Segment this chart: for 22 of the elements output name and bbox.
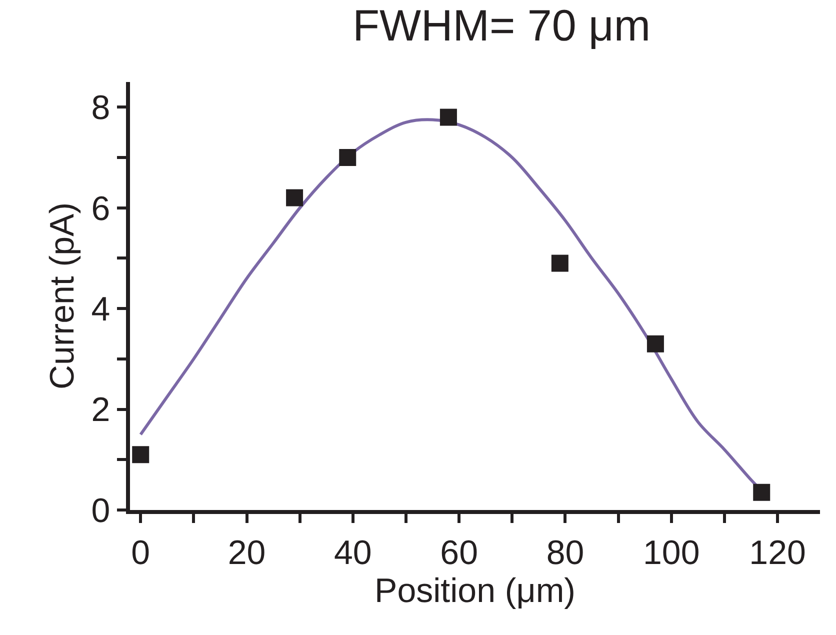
x-tick-label: 0 <box>131 534 150 572</box>
chart-title: FWHM= 70 μm <box>352 1 651 50</box>
point <box>551 254 568 272</box>
point <box>440 108 457 126</box>
x-tick-label: 100 <box>643 534 700 572</box>
x-tick-label: 20 <box>228 534 266 572</box>
x-tick-label: 40 <box>334 534 372 572</box>
x-tick-label: 120 <box>749 534 806 572</box>
y-tick-label: 4 <box>91 290 110 328</box>
y-tick-label: 6 <box>91 190 110 228</box>
y-tick-label: 8 <box>91 89 110 128</box>
point <box>753 484 770 501</box>
point <box>646 335 664 352</box>
point <box>286 189 304 206</box>
x-axis-title: Position (μm) <box>374 572 576 610</box>
point <box>132 446 150 464</box>
y-tick-label: 0 <box>91 492 110 530</box>
x-tick-label: 60 <box>440 534 478 572</box>
y-axis-title: Current (pA) <box>43 202 82 390</box>
x-tick-label: 80 <box>546 534 584 572</box>
point <box>339 149 356 166</box>
y-tick-label: 2 <box>91 391 110 430</box>
